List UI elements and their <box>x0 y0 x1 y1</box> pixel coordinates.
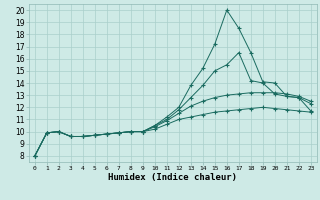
X-axis label: Humidex (Indice chaleur): Humidex (Indice chaleur) <box>108 173 237 182</box>
